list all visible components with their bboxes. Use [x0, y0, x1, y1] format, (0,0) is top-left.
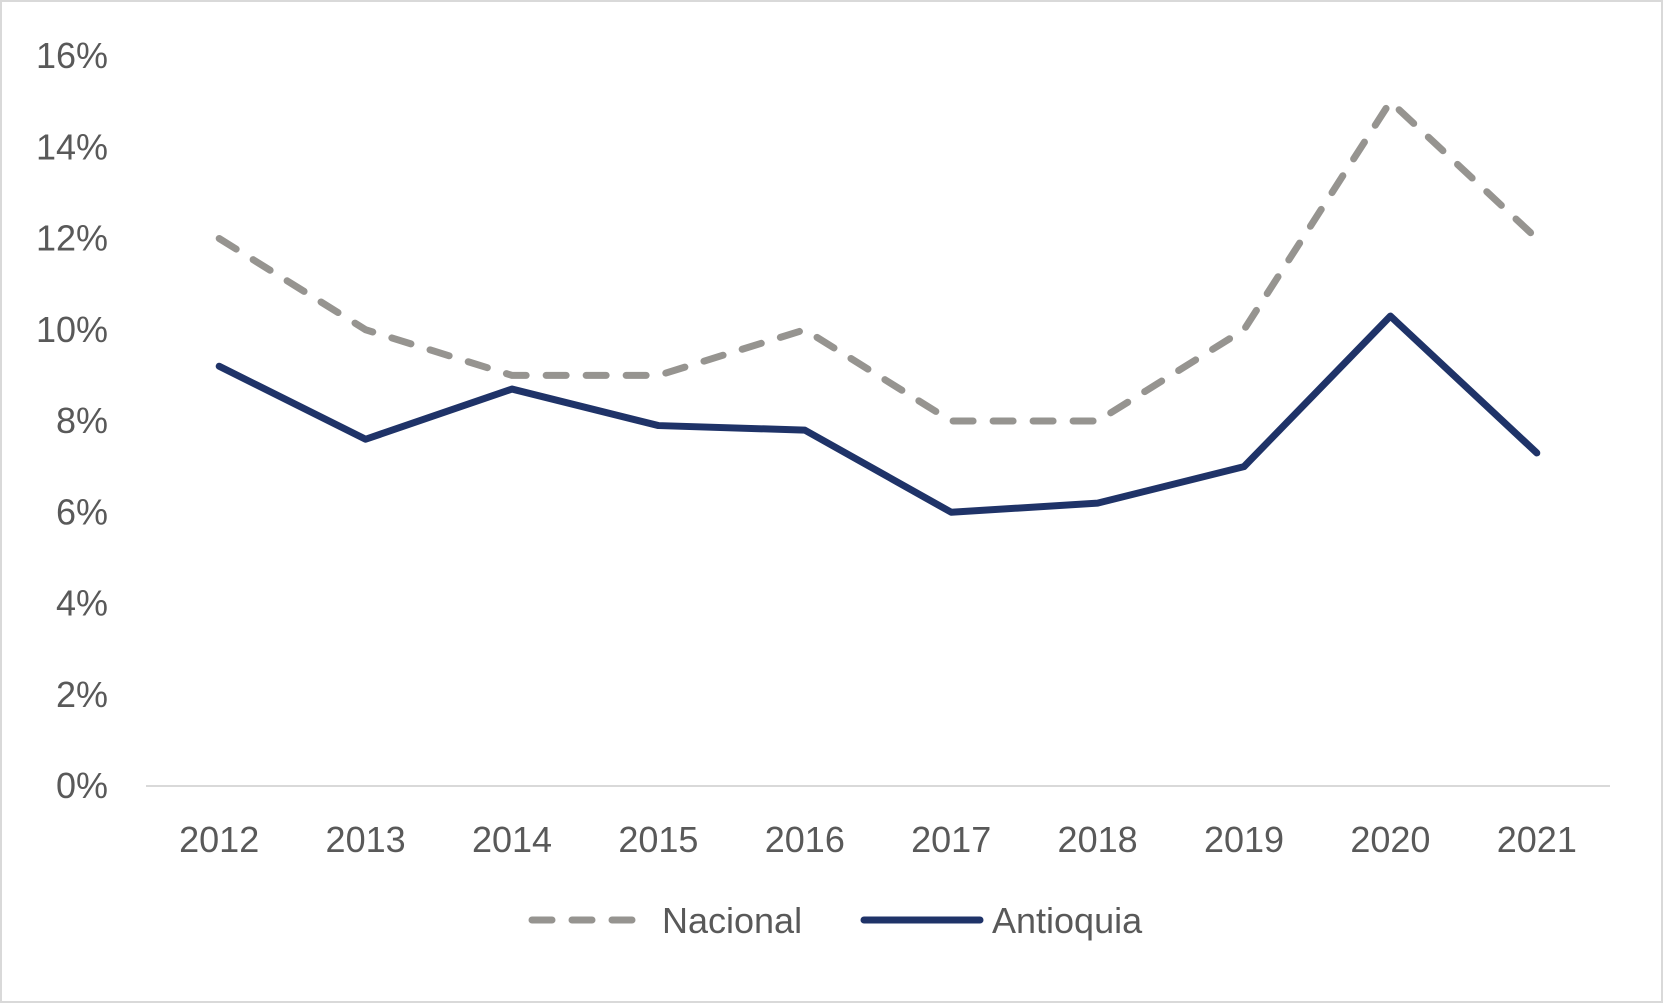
y-axis-tick-labels: 0% 2% 4% 6% 8% 10% 12% 14% 16%: [36, 35, 108, 806]
legend-label-nacional: Nacional: [662, 900, 802, 941]
x-tick-label: 2015: [618, 819, 698, 860]
y-tick-label: 8%: [56, 400, 108, 441]
y-tick-label: 10%: [36, 309, 108, 350]
x-tick-label: 2020: [1350, 819, 1430, 860]
x-tick-label: 2021: [1497, 819, 1577, 860]
x-axis-tick-labels: 2012 2013 2014 2015 2016 2017 2018 2019 2020 2021: [179, 819, 1577, 860]
series-line-antioquia: [215, 312, 1541, 516]
y-tick-label: 16%: [36, 35, 108, 76]
x-tick-label: 2014: [472, 819, 552, 860]
x-tick-label: 2017: [911, 819, 991, 860]
x-tick-label: 2019: [1204, 819, 1284, 860]
x-tick-label: 2013: [326, 819, 406, 860]
legend-label-antioquia: Antioquia: [992, 900, 1143, 941]
y-tick-label: 2%: [56, 674, 108, 715]
x-tick-label: 2012: [179, 819, 259, 860]
x-tick-label: 2016: [765, 819, 845, 860]
y-tick-label: 4%: [56, 583, 108, 624]
x-tick-label: 2018: [1058, 819, 1138, 860]
y-tick-label: 12%: [36, 218, 108, 259]
y-tick-label: 14%: [36, 126, 108, 167]
y-tick-label: 6%: [56, 491, 108, 532]
series-lines: [215, 98, 1541, 516]
y-tick-label: 0%: [56, 765, 108, 806]
series-line-nacional: [215, 98, 1541, 425]
legend: Nacional Antioquia: [528, 900, 1143, 941]
